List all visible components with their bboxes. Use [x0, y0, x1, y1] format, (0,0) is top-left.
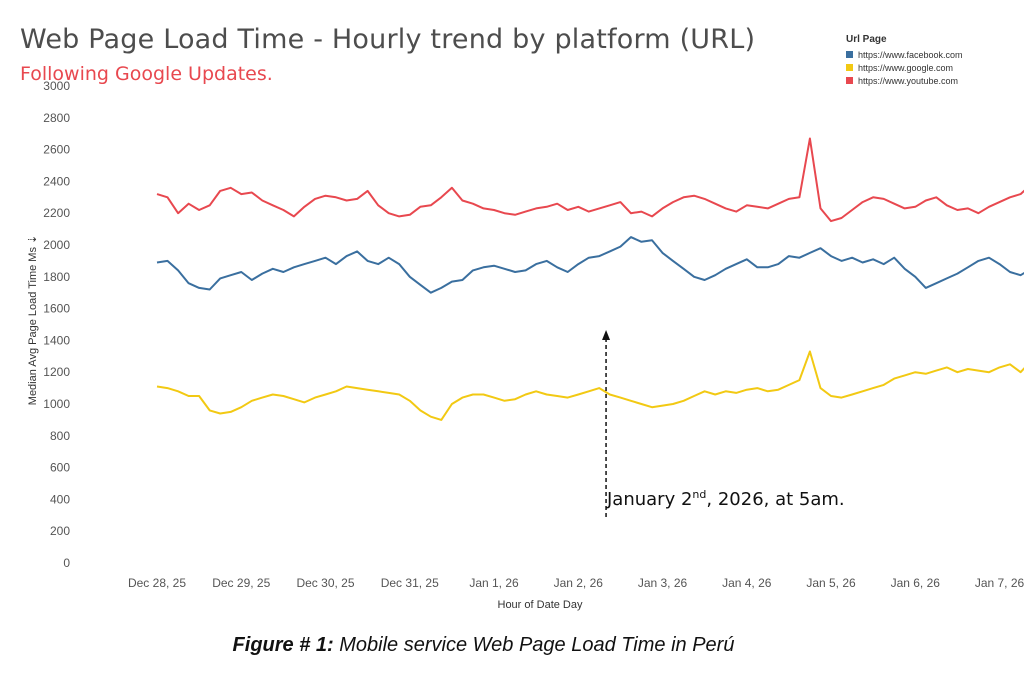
x-tick-label: Jan 2, 26: [554, 576, 604, 590]
y-tick-label: 400: [50, 492, 70, 506]
annotation-text: January 2nd, 2026, at 5am.: [607, 488, 845, 510]
x-tick-label: Jan 4, 26: [722, 576, 772, 590]
legend: Url Page https://www.facebook.com https:…: [846, 34, 963, 87]
y-axis: 0 200 400 600 800 1000 1200 1400 1600 1800 2000 220…: [43, 79, 70, 570]
x-tick-label: Dec 28, 25: [128, 576, 186, 590]
y-tick-label: 2400: [43, 174, 70, 188]
x-axis: Dec 28, 25 Dec 29, 25 Dec 30, 25 Dec 31, 25…: [128, 576, 1024, 590]
y-tick-label: 800: [50, 429, 70, 443]
series-line-google[interactable]: [156, 350, 1024, 440]
y-tick-label: 200: [50, 524, 70, 538]
legend-label: https://www.facebook.com: [858, 49, 963, 60]
x-tick-label: Jan 7, 26: [975, 576, 1024, 590]
series-line-facebook[interactable]: [156, 236, 1024, 294]
y-tick-label: 0: [63, 556, 70, 570]
x-tick-label: Jan 3, 26: [638, 576, 688, 590]
chart-title: Web Page Load Time - Hourly trend by pla…: [20, 24, 756, 55]
y-tick-label: 1800: [43, 270, 70, 284]
y-tick-label: 2000: [43, 238, 70, 252]
annotation-arrow: [602, 330, 611, 517]
legend-label: https://www.youtube.com: [858, 75, 959, 86]
x-tick-label: Jan 5, 26: [806, 576, 856, 590]
y-tick-label: 1400: [43, 333, 70, 347]
sort-icon: ⇣: [27, 235, 39, 244]
y-axis-label: Median Avg Page Load Time Ms ⇣: [27, 235, 39, 405]
x-tick-label: Dec 31, 25: [381, 576, 439, 590]
x-tick-label: Dec 30, 25: [296, 576, 354, 590]
x-tick-label: Dec 29, 25: [212, 576, 270, 590]
series-line-youtube[interactable]: [156, 137, 1024, 223]
legend-item-facebook[interactable]: https://www.facebook.com: [846, 48, 963, 61]
legend-item-youtube[interactable]: https://www.youtube.com: [846, 74, 963, 87]
y-tick-label: 1000: [43, 397, 70, 411]
legend-item-google[interactable]: https://www.google.com: [846, 61, 963, 74]
y-tick-label: 1600: [43, 302, 70, 316]
y-tick-label: 600: [50, 461, 70, 475]
y-tick-label: 2600: [43, 143, 70, 157]
legend-swatch: [846, 77, 853, 84]
legend-label: https://www.google.com: [858, 62, 954, 73]
x-tick-label: Jan 1, 26: [469, 576, 519, 590]
y-tick-label: 2200: [43, 206, 70, 220]
x-axis-label: Hour of Date Day: [498, 599, 583, 611]
arrow-head-icon: [602, 330, 611, 340]
figure-caption: Figure # 1: Mobile service Web Page Load…: [232, 634, 735, 656]
legend-swatch: [846, 64, 853, 71]
legend-swatch: [846, 51, 853, 58]
x-tick-label: Jan 6, 26: [891, 576, 941, 590]
chart-subtitle: Following Google Updates.: [20, 63, 273, 85]
y-tick-label: 1200: [43, 365, 70, 379]
series-lines: [156, 137, 1024, 440]
y-tick-label: 3000: [43, 79, 70, 93]
legend-title: Url Page: [846, 34, 887, 45]
y-tick-label: 2800: [43, 111, 70, 125]
